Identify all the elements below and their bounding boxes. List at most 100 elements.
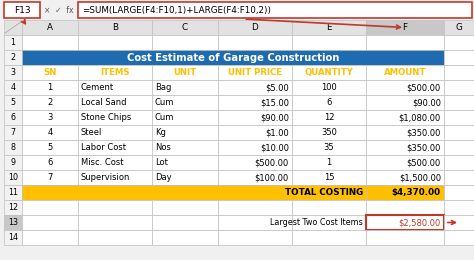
Bar bbox=[292, 200, 366, 215]
Bar bbox=[78, 110, 152, 125]
Text: TOTAL COSTING: TOTAL COSTING bbox=[285, 188, 363, 197]
Text: $4,370.00: $4,370.00 bbox=[392, 188, 441, 197]
Text: Bag: Bag bbox=[155, 83, 172, 92]
Bar bbox=[444, 50, 474, 65]
Bar bbox=[366, 65, 444, 80]
Bar bbox=[292, 125, 366, 140]
Bar bbox=[292, 35, 366, 50]
Text: $500.00: $500.00 bbox=[255, 158, 289, 167]
Text: $500.00: $500.00 bbox=[407, 158, 441, 167]
Text: 350: 350 bbox=[321, 128, 337, 137]
Text: 1: 1 bbox=[47, 83, 53, 92]
Bar bbox=[78, 2, 472, 18]
Text: $90.00: $90.00 bbox=[260, 113, 289, 122]
Bar bbox=[152, 35, 218, 50]
Text: G: G bbox=[456, 23, 462, 32]
Bar bbox=[4, 185, 22, 200]
Bar bbox=[152, 200, 218, 215]
Bar bbox=[366, 215, 444, 230]
Bar bbox=[366, 95, 444, 110]
Bar bbox=[366, 140, 444, 155]
Bar bbox=[22, 140, 78, 155]
Bar bbox=[218, 20, 292, 35]
Text: $10.00: $10.00 bbox=[260, 143, 289, 152]
Text: 1: 1 bbox=[10, 38, 16, 47]
Bar bbox=[22, 230, 78, 245]
Text: 35: 35 bbox=[324, 143, 334, 152]
Text: SN: SN bbox=[43, 68, 57, 77]
Text: 3: 3 bbox=[47, 113, 53, 122]
Bar bbox=[292, 65, 366, 80]
Bar bbox=[22, 170, 78, 185]
Bar bbox=[152, 230, 218, 245]
Bar bbox=[4, 110, 22, 125]
Bar bbox=[4, 155, 22, 170]
Bar bbox=[444, 155, 474, 170]
Text: E: E bbox=[326, 23, 332, 32]
Bar bbox=[292, 170, 366, 185]
Bar bbox=[444, 215, 474, 230]
Bar bbox=[4, 230, 22, 245]
Bar bbox=[4, 170, 22, 185]
Text: 13: 13 bbox=[8, 218, 18, 227]
Text: 10: 10 bbox=[8, 173, 18, 182]
Bar bbox=[292, 80, 366, 95]
Bar bbox=[22, 215, 78, 230]
Text: 5: 5 bbox=[47, 143, 53, 152]
Bar bbox=[218, 200, 292, 215]
Text: $350.00: $350.00 bbox=[407, 128, 441, 137]
Text: $90.00: $90.00 bbox=[412, 98, 441, 107]
Text: =SUM(LARGE(F4:F10,1)+LARGE(F4:F10,2)): =SUM(LARGE(F4:F10,1)+LARGE(F4:F10,2)) bbox=[82, 5, 271, 15]
Text: 9: 9 bbox=[10, 158, 16, 167]
Bar bbox=[4, 35, 22, 50]
Bar bbox=[366, 170, 444, 185]
Bar bbox=[152, 155, 218, 170]
Bar bbox=[366, 200, 444, 215]
Text: Day: Day bbox=[155, 173, 172, 182]
Bar bbox=[218, 80, 292, 95]
Bar bbox=[292, 230, 366, 245]
Bar bbox=[292, 110, 366, 125]
Bar bbox=[218, 35, 292, 50]
Bar bbox=[366, 125, 444, 140]
Bar bbox=[444, 110, 474, 125]
Bar bbox=[22, 50, 444, 65]
Text: B: B bbox=[112, 23, 118, 32]
Bar bbox=[444, 125, 474, 140]
Bar bbox=[152, 95, 218, 110]
Text: $350.00: $350.00 bbox=[407, 143, 441, 152]
Bar bbox=[78, 200, 152, 215]
Bar bbox=[218, 155, 292, 170]
Bar bbox=[78, 230, 152, 245]
Text: 6: 6 bbox=[326, 98, 332, 107]
Text: QUANTITY: QUANTITY bbox=[305, 68, 354, 77]
Bar bbox=[4, 20, 22, 35]
Bar bbox=[366, 230, 444, 245]
Text: $1.00: $1.00 bbox=[265, 128, 289, 137]
Bar bbox=[444, 35, 474, 50]
Bar bbox=[152, 110, 218, 125]
Text: Cost Estimate of Garage Construction: Cost Estimate of Garage Construction bbox=[127, 53, 339, 62]
Text: 6: 6 bbox=[47, 158, 53, 167]
Bar bbox=[444, 170, 474, 185]
Text: Nos: Nos bbox=[155, 143, 171, 152]
Bar bbox=[78, 20, 152, 35]
Bar bbox=[4, 65, 22, 80]
Text: Lot: Lot bbox=[155, 158, 168, 167]
Text: $2,580.00: $2,580.00 bbox=[399, 218, 441, 227]
Text: $100.00: $100.00 bbox=[255, 173, 289, 182]
Bar bbox=[22, 35, 78, 50]
Bar bbox=[218, 215, 292, 230]
Bar bbox=[444, 140, 474, 155]
Bar bbox=[4, 2, 40, 18]
Text: ITEMS: ITEMS bbox=[100, 68, 130, 77]
Text: Local Sand: Local Sand bbox=[81, 98, 127, 107]
Bar bbox=[152, 170, 218, 185]
Text: 12: 12 bbox=[8, 203, 18, 212]
Text: $15.00: $15.00 bbox=[260, 98, 289, 107]
Bar bbox=[152, 20, 218, 35]
Bar bbox=[22, 20, 78, 35]
Bar bbox=[218, 95, 292, 110]
Text: C: C bbox=[182, 23, 188, 32]
Text: $500.00: $500.00 bbox=[407, 83, 441, 92]
